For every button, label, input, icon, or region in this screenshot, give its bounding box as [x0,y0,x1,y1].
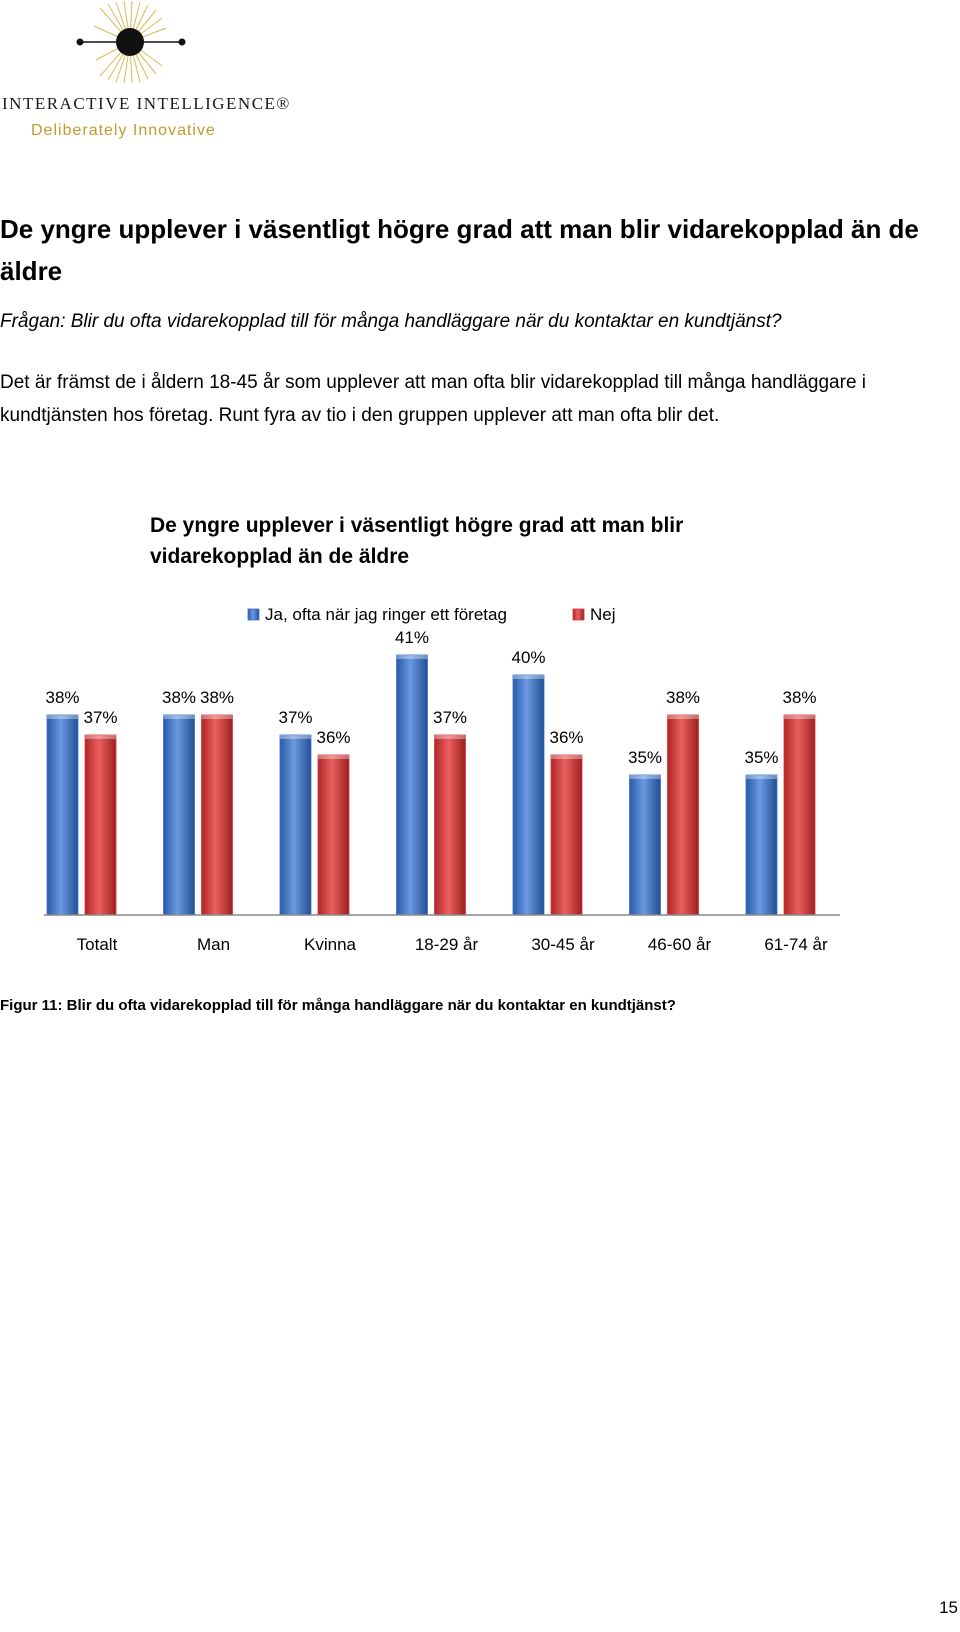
bar-highlight [85,735,116,739]
chart-title: De yngre upplever i väsentligt högre gra… [150,514,683,568]
legend-swatch [247,608,260,621]
chart-bars: 38%37%38% 38%37%36%41%37%40%36%35%38%35%3… [45,628,817,916]
page-heading: De yngre upplever i väsentligt högre gra… [0,214,919,286]
bar [745,774,778,916]
data-label: 38% [45,688,79,707]
x-tick-label: 46-60 år [648,935,712,954]
legend-label: Ja, ofta när jag ringer ett företag [265,605,507,624]
bar-chart: De yngre upplever i väsentligt högre gra… [44,514,840,954]
x-tick-label: Kvinna [304,935,357,954]
x-tick-label: 61-74 år [764,935,828,954]
bar [396,654,428,916]
logo-wordmark: INTERACTIVE INTELLIGENCE® [2,94,291,113]
data-label: 38% [782,688,816,707]
bar-highlight [667,715,699,719]
bar [163,714,195,916]
bar [512,674,545,916]
legend-swatch [572,608,585,621]
bar [667,714,699,916]
question-text: Frågan: Blir du ofta vidarekopplad till … [0,311,782,332]
data-label: 36% [316,728,350,747]
bar [434,734,466,916]
data-label: 36% [549,728,583,747]
bar [201,714,233,916]
bar-highlight [513,675,544,679]
bar-highlight [201,715,233,719]
bar-highlight [318,755,349,759]
data-label: 38% [666,688,700,707]
radiating-lines-logo-icon [76,0,186,84]
data-label: 41% [395,628,429,647]
x-tick-label: Man [197,935,230,954]
bar-highlight [396,655,428,659]
bar-highlight [551,755,582,759]
body-paragraph: Det är främst de i åldern 18-45 år som u… [0,372,867,426]
bar [550,754,583,916]
legend-label: Nej [590,605,616,624]
figure-caption: Figur 11: Blir du ofta vidarekopplad til… [0,997,676,1014]
x-axis-labels: Totalt Man Kvinna 18-29 år 30-45 år 46-60 år 6… [77,935,828,954]
bar [629,774,661,916]
data-label: 40% [511,648,545,667]
bar [783,714,816,916]
data-label: 37% [278,708,312,727]
data-label: 35% [744,748,778,767]
bar-highlight [47,715,78,719]
logo-tagline: Deliberately Innovative [31,122,216,139]
company-logo: INTERACTIVE INTELLIGENCE® Deliberately I… [0,0,290,150]
bar-highlight [629,775,661,779]
x-tick-label: 30-45 år [531,935,595,954]
x-tick-label: 18-29 år [415,935,479,954]
data-label: 37% [433,708,467,727]
data-label: 38% [162,688,196,707]
bar-highlight [784,715,815,719]
bar-highlight [163,715,195,719]
data-label: 37% [83,708,117,727]
bar [46,714,79,916]
data-label: 35% [628,748,662,767]
bar-highlight [434,735,466,739]
bar [279,734,312,916]
bar [84,734,117,916]
x-tick-label: Totalt [77,935,118,954]
data-label: 38% [200,688,234,707]
page-number: 15 [939,1598,958,1617]
chart-title-line: vidarekopplad än de äldre [150,545,409,568]
chart-title-line: De yngre upplever i väsentligt högre gra… [150,514,683,537]
bar-highlight [746,775,777,779]
bar-highlight [280,735,311,739]
chart-legend: Ja, ofta när jag ringer ett företag Nej [247,605,616,624]
bar [317,754,350,916]
